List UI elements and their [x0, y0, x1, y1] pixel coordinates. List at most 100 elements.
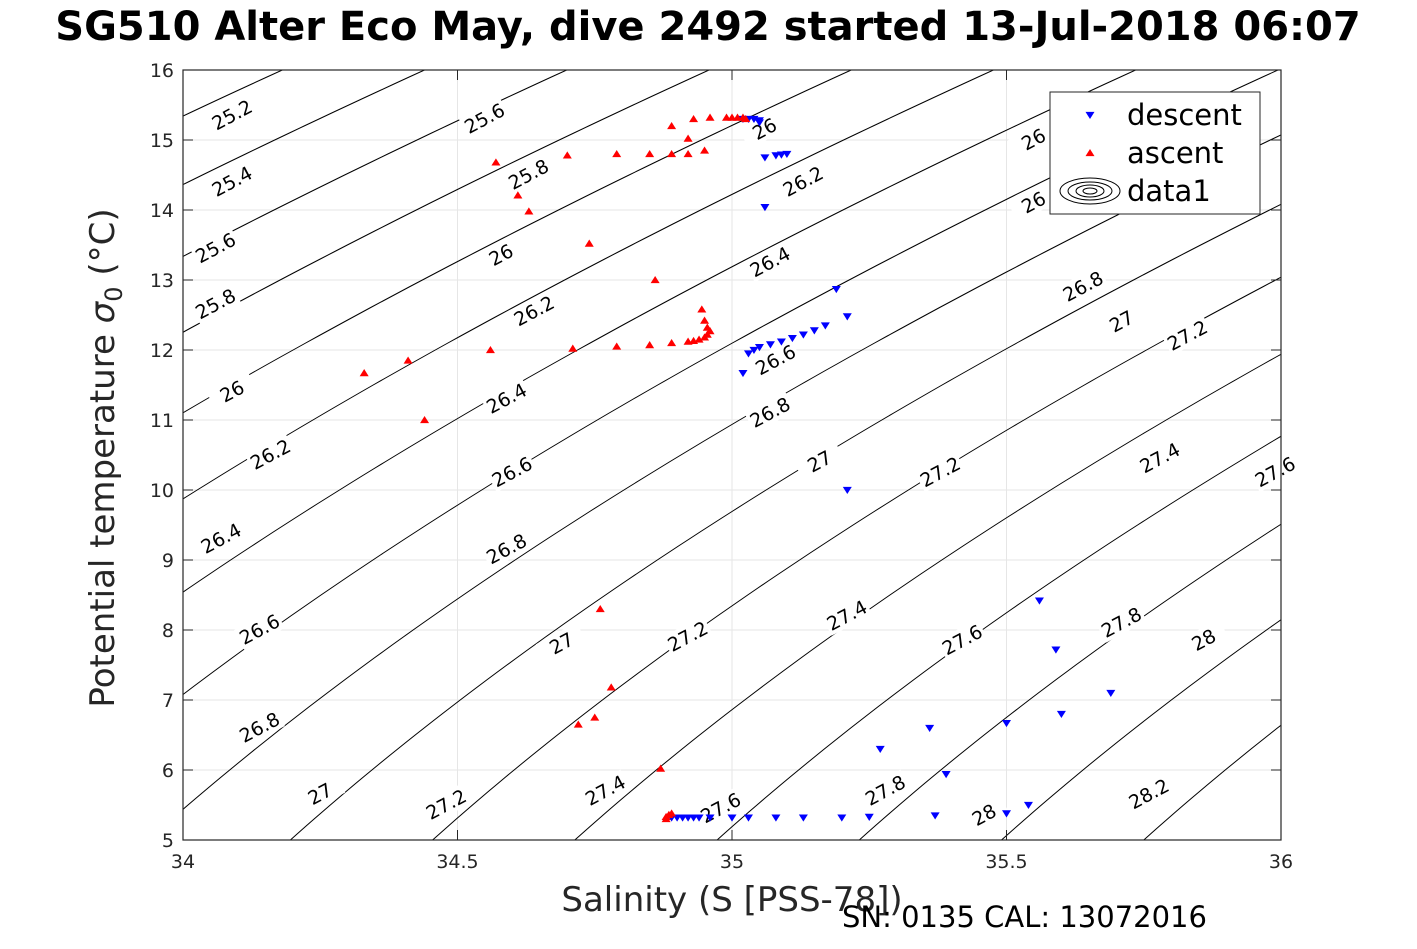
ascent-point [683, 134, 693, 142]
descent-point [864, 813, 874, 821]
descent-point [738, 369, 748, 378]
legend-contour-icon [1067, 181, 1113, 201]
ascent-point [359, 369, 369, 377]
legend-box [1049, 91, 1261, 215]
contour-label-bg [738, 108, 790, 150]
y-tick-label: 10 [150, 480, 174, 502]
descent-point [771, 152, 781, 160]
contour-label-bg [859, 769, 911, 811]
descent-point [842, 486, 852, 495]
descent-point [930, 812, 940, 820]
contour-label-bg [189, 227, 241, 269]
contour-label-bg [206, 160, 258, 202]
ascent-point [606, 683, 616, 691]
ascent-series [359, 113, 751, 823]
isopycnal-line [858, 523, 1281, 840]
ascent-point [612, 342, 622, 350]
isopycnal-line [1390, 35, 1417, 875]
y-tick-label: 6 [162, 760, 174, 782]
ascent-point [595, 604, 605, 613]
contour-label-group: 26 [738, 108, 790, 150]
y-tick-label: 16 [150, 60, 174, 82]
legend-descent-label: descent [1127, 98, 1242, 132]
ascent-point [667, 809, 677, 817]
contour-label-bg [535, 622, 587, 664]
contour-label-bg [821, 594, 873, 636]
legend-contour-icon [1082, 187, 1098, 195]
contour-label-bg [1007, 118, 1059, 160]
contour-label-bg [744, 241, 796, 283]
contour-label-bg [502, 153, 554, 195]
ascent-point [612, 149, 622, 158]
legend-ascent-label: ascent [1127, 136, 1223, 170]
x-tick-label: 34 [171, 851, 195, 873]
contour-label-bg [189, 283, 241, 325]
isopycnal-line [0, 35, 75, 875]
descent-point [760, 154, 770, 162]
isopycnal-line [1143, 724, 1281, 840]
descent-point [760, 204, 770, 212]
descent-point [1056, 710, 1066, 719]
y-axis-label-subscript: 0 [100, 286, 128, 302]
x-axis-label: Salinity (S [PSS-78]) [561, 880, 903, 920]
ascent-point [568, 344, 578, 352]
isopycnal-line [183, 70, 568, 257]
descent-point [776, 338, 786, 346]
y-tick-label: 8 [162, 620, 174, 642]
ascent-point [485, 345, 495, 354]
isopycnal-line [183, 70, 1137, 593]
descent-point [1106, 689, 1116, 698]
ascent-point [513, 191, 523, 199]
contour-label-bg [244, 433, 296, 475]
contour-label-bg [749, 339, 801, 381]
ascent-point [645, 149, 655, 158]
isopycnal-line [716, 435, 1281, 840]
descent-point [798, 331, 808, 339]
contour-label-bg [958, 794, 1010, 836]
contour-label-bg [206, 370, 258, 412]
descent-point [837, 814, 847, 822]
y-tick-label: 11 [150, 410, 174, 432]
contour-label-bg [480, 528, 532, 570]
contour-label-bg [1007, 181, 1059, 223]
descent-point [1023, 801, 1033, 810]
ascent-point [741, 114, 751, 123]
contour-label-bg [1095, 601, 1147, 643]
x-tick-label: 35 [720, 851, 744, 873]
descent-point [743, 350, 753, 358]
isopycnal-line [183, 70, 711, 333]
ascent-point [491, 158, 501, 166]
ascent-point [667, 121, 677, 130]
descent-point [820, 322, 830, 330]
contour-label-bg [1134, 437, 1186, 479]
y-axis-label-symbol: σ [83, 301, 123, 324]
contour-label-bg [1095, 300, 1147, 342]
ascent-point [697, 305, 707, 313]
legend-ascent-marker [1085, 148, 1095, 157]
ascent-point [661, 814, 671, 823]
ascent-point [667, 338, 677, 347]
isopycnal-line [574, 353, 1281, 840]
contour-label-bg [1249, 451, 1301, 493]
isopycnal-line [1000, 619, 1281, 840]
descent-point [1002, 810, 1011, 818]
isopycnal-line [183, 70, 426, 186]
descent-point [798, 814, 808, 822]
legend-data1-label: data1 [1127, 174, 1211, 208]
x-tick-label: 35.5 [985, 851, 1027, 873]
contour-label-group: 28 [1178, 619, 1230, 661]
y-tick-label: 15 [150, 130, 174, 152]
contour-label-bg [195, 517, 247, 559]
contour-label-bg [475, 234, 527, 276]
ascent-point [705, 113, 715, 121]
contour-labels: 25.225.425.625.625.825.8262626262626.226… [189, 94, 1301, 836]
legend-contour-icon [1059, 177, 1121, 205]
contour-label-bg [1178, 619, 1230, 661]
descent-point [787, 334, 797, 343]
ascent-point [645, 341, 655, 349]
descent-point [771, 814, 781, 822]
descent-series [667, 115, 1116, 822]
ascent-point [667, 149, 677, 158]
grid-lines [182, 69, 1282, 841]
